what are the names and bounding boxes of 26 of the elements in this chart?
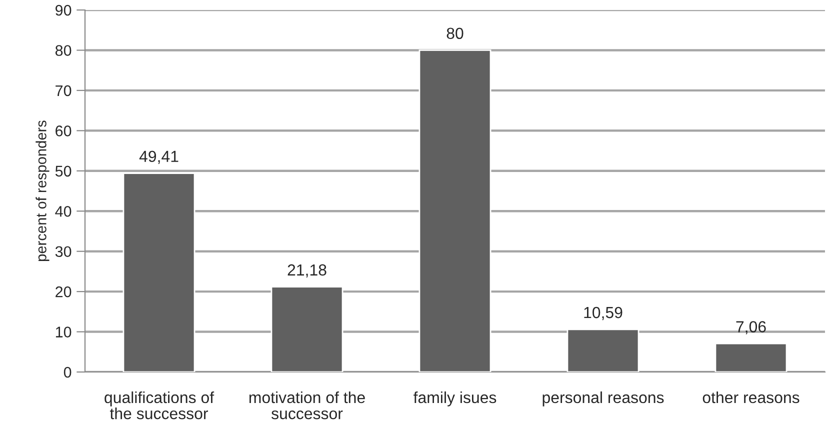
bar: [714, 342, 788, 372]
y-tick-label: 50: [55, 166, 72, 177]
data-label: 7,06: [736, 321, 766, 334]
y-tick-label: 70: [56, 85, 72, 96]
data-label: 21,18: [288, 264, 326, 278]
y-tick-label: 10: [56, 326, 72, 338]
y-tick-label: 0: [64, 366, 72, 378]
data-label: 10,59: [584, 306, 622, 320]
bar: [566, 328, 640, 372]
bar: [270, 286, 344, 372]
y-axis-title: percent of responders: [36, 120, 50, 261]
bar: [122, 172, 196, 372]
x-tick-label: family isues: [414, 391, 496, 406]
data-label: 49,41: [139, 150, 178, 164]
y-tick-label: 60: [56, 126, 72, 136]
x-tick-label: qualifications of the successor: [104, 391, 214, 420]
x-tick-label: other reasons: [702, 391, 800, 404]
data-label: 80: [446, 28, 464, 40]
y-tick-label: 40: [55, 206, 72, 217]
x-tick-label: motivation of the successor: [249, 391, 365, 420]
y-tick-label: 20: [56, 286, 72, 298]
y-tick-label: 80: [55, 45, 72, 56]
bar: [418, 50, 492, 372]
x-tick-label: personal reasons: [542, 391, 664, 406]
y-tick-label: 90: [56, 4, 72, 16]
y-tick-label: 30: [55, 246, 72, 258]
